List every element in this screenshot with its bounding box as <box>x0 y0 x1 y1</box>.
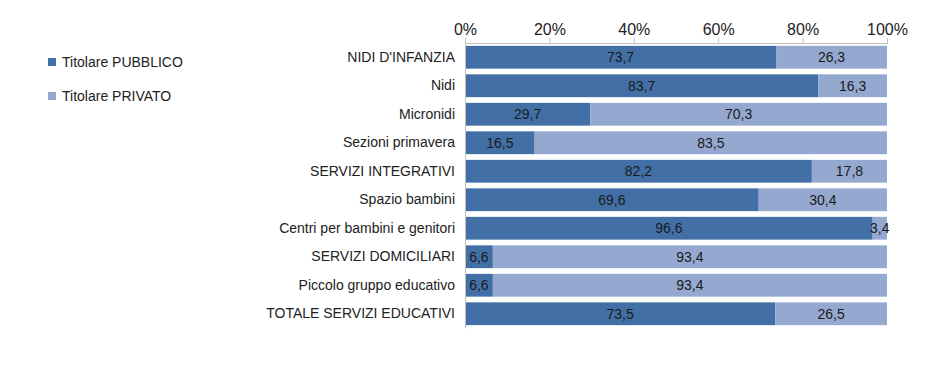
bar <box>465 46 776 69</box>
data-label: 16,5 <box>486 135 513 151</box>
tick: Sezioni primavera <box>343 134 465 150</box>
data-label: 26,3 <box>818 49 845 65</box>
data-label: 83,7 <box>628 78 655 94</box>
data-label: 17,8 <box>836 163 863 179</box>
data-label: 73,5 <box>606 306 633 322</box>
bar <box>465 131 535 154</box>
bar <box>759 188 887 211</box>
legend-label: Titolare PRIVATO <box>62 88 171 104</box>
bar <box>775 302 887 325</box>
data-label: 93,4 <box>676 277 703 293</box>
bar <box>493 274 887 297</box>
tick-label: Piccolo gruppo educativo <box>299 277 456 293</box>
bar <box>493 245 887 268</box>
legend-item: Titolare PUBBLICO <box>48 54 183 70</box>
data-label: 26,5 <box>817 306 844 322</box>
tick: SERVIZI INTEGRATIVI <box>310 163 465 179</box>
bar <box>465 103 590 126</box>
data-label: 16,3 <box>839 78 866 94</box>
legend-label: Titolare PUBBLICO <box>62 54 183 70</box>
plot: 73,7 83,7 29,716,5 82,269,6 96,6 6,6 6,6 73,5 26… <box>266 21 908 329</box>
data-label: 83,5 <box>697 135 724 151</box>
bar <box>812 160 887 183</box>
bars <box>465 46 887 325</box>
data-label: 30,4 <box>809 192 836 208</box>
tick-label: SERVIZI INTEGRATIVI <box>310 163 455 179</box>
tick-mark <box>465 38 466 43</box>
bar <box>465 188 759 211</box>
tick: SERVIZI DOMICILIARI <box>311 248 465 264</box>
tick-label: NIDI D'INFANZIA <box>347 49 455 65</box>
tick-mark <box>887 38 888 43</box>
tick-label: Spazio bambini <box>359 191 455 207</box>
data-label: 3,4 <box>870 220 890 236</box>
y-axis: NIDI D'INFANZIA Nidi Micronidi Sezioni prim… <box>266 44 465 329</box>
legend-swatch <box>48 92 56 100</box>
tick: 60% <box>703 21 735 43</box>
x-axis: 0% 20% 40% 60% 80% 100% <box>454 21 908 44</box>
tick-label: 40% <box>618 21 650 38</box>
axis-line <box>466 38 888 44</box>
tick-label: Sezioni primavera <box>343 134 455 150</box>
tick: Piccolo gruppo educativo <box>299 277 465 293</box>
legend-swatch <box>48 58 56 66</box>
axis-line <box>465 44 466 329</box>
tick-label: Nidi <box>431 77 455 93</box>
tick: TOTALE SERVIZI EDUCATIVI <box>266 305 465 321</box>
bar <box>465 302 775 325</box>
bar <box>590 103 887 126</box>
bar <box>465 160 812 183</box>
tick: Centri per bambini e genitori <box>279 220 465 236</box>
tick: 100% <box>867 21 908 43</box>
bar <box>776 46 887 69</box>
legend-item: Titolare PRIVATO <box>48 88 171 104</box>
tick-mark <box>718 38 719 43</box>
data-label: 29,7 <box>514 106 541 122</box>
tick-label: 0% <box>454 21 477 38</box>
tick-label: SERVIZI DOMICILIARI <box>311 248 455 264</box>
bar <box>465 217 873 240</box>
chart: 73,7 83,7 29,716,5 82,269,6 96,6 6,6 6,6 73,5 26… <box>0 0 933 370</box>
data-label: 69,6 <box>598 192 625 208</box>
tick-mark <box>634 38 635 43</box>
bar <box>465 245 493 268</box>
tick: Nidi <box>431 77 465 93</box>
tick: NIDI D'INFANZIA <box>347 49 465 65</box>
tick: 20% <box>534 21 566 43</box>
tick-label: Micronidi <box>399 106 455 122</box>
data-label: 93,4 <box>676 249 703 265</box>
bar <box>535 131 887 154</box>
tick: 80% <box>787 21 819 43</box>
data-labels: 73,7 83,7 29,716,5 82,269,6 96,6 6,6 6,6 73,5 26… <box>469 49 890 322</box>
data-label: 6,6 <box>469 277 489 293</box>
bar <box>465 74 818 97</box>
tick-label: 100% <box>867 21 908 38</box>
tick-mark <box>803 38 804 43</box>
tick: 40% <box>618 21 650 43</box>
tick: Spazio bambini <box>359 191 465 207</box>
tick-label: Centri per bambini e genitori <box>279 220 455 236</box>
bar <box>818 74 887 97</box>
tick: Micronidi <box>399 106 465 122</box>
legend: Titolare PUBBLICO Titolare PRIVATO <box>48 54 183 104</box>
bar <box>465 274 493 297</box>
tick-mark <box>549 38 550 43</box>
data-label: 73,7 <box>607 49 634 65</box>
data-label: 82,2 <box>625 163 652 179</box>
data-label: 6,6 <box>469 249 489 265</box>
tick: 0% <box>454 21 477 43</box>
tick-label: 80% <box>787 21 819 38</box>
tick-label: 60% <box>703 21 735 38</box>
tick-label: TOTALE SERVIZI EDUCATIVI <box>266 305 455 321</box>
data-label: 70,3 <box>725 106 752 122</box>
tick-label: 20% <box>534 21 566 38</box>
data-label: 96,6 <box>655 220 682 236</box>
